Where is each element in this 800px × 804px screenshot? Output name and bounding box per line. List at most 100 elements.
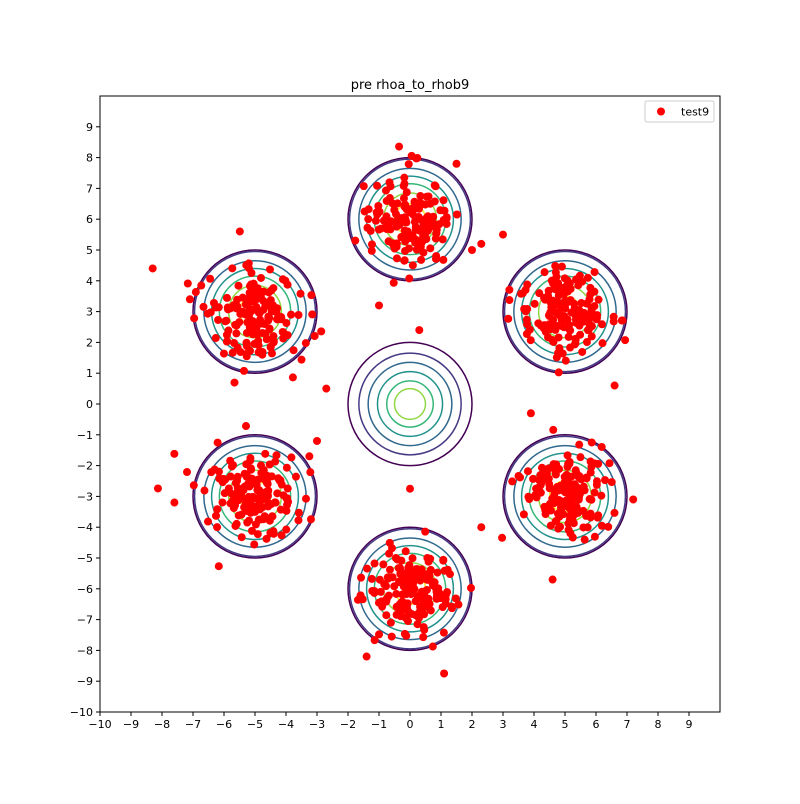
x-tick-label: 9 [686,718,693,731]
data-point [211,511,220,520]
data-point [265,325,274,334]
data-point [587,332,596,341]
data-point [221,317,230,326]
data-point [402,631,411,640]
data-point [426,244,435,253]
data-point [401,229,410,238]
contour-line [376,370,444,438]
data-point [242,352,251,361]
data-point [256,273,265,282]
x-tick-label: −1 [371,718,387,731]
x-tick-label: 6 [593,718,600,731]
data-point [583,273,592,282]
data-point [551,467,560,476]
data-point [258,350,267,359]
data-point [279,334,288,343]
data-point [396,612,405,621]
data-point [253,530,262,539]
data-point [414,201,423,210]
data-point [400,173,409,182]
data-point [554,524,563,533]
data-point [252,324,261,333]
data-point [267,472,276,481]
x-tick-label: 7 [624,718,631,731]
data-point [468,246,476,254]
data-point [278,327,287,336]
legend-marker-test9 [657,107,665,116]
data-point [572,275,581,284]
data-point [317,327,326,336]
data-point [381,215,390,224]
data-point [578,311,587,320]
data-point [233,295,242,304]
data-point [413,565,422,574]
data-point [230,339,239,348]
data-point [467,583,476,592]
data-point [261,301,270,310]
data-point [357,573,366,582]
data-point [256,515,265,524]
data-point [547,506,556,515]
data-point [370,587,379,596]
data-point [399,194,408,203]
data-point [566,343,575,352]
data-point [200,486,209,495]
data-point [218,498,227,507]
data-point [250,540,259,549]
data-point [561,356,570,365]
x-tick-label: −6 [216,718,232,731]
data-point [548,575,557,584]
data-point [535,289,544,298]
data-point [566,296,575,305]
y-tick-label: −1 [77,429,93,442]
contour-line [203,260,307,364]
contour-line [503,250,627,373]
data-point [370,636,379,645]
data-point [523,467,532,476]
data-point [477,523,486,532]
data-point [386,618,395,627]
data-point [548,304,557,313]
x-tick-label: −10 [88,718,111,731]
data-point [402,573,411,582]
data-point [390,244,399,253]
data-point [401,547,410,556]
data-point [382,582,391,591]
legend-box [644,100,715,123]
data-point [306,468,315,477]
data-point [607,478,616,487]
data-point [536,321,545,330]
data-point [562,495,571,504]
data-point [239,366,248,375]
data-point [267,307,276,316]
data-point [541,295,550,304]
data-point [401,246,410,255]
data-point [580,486,589,495]
data-point [409,579,418,588]
data-point [391,210,400,219]
data-point [310,331,319,340]
data-point [590,488,599,497]
contour-line [358,167,462,271]
data-point [406,484,414,493]
data-point [228,264,237,273]
data-point [268,301,277,310]
contour-line [367,361,453,447]
data-point [376,587,385,596]
data-point [415,326,424,335]
y-tick-label: 3 [86,306,93,319]
data-point [402,205,411,214]
data-point [170,449,179,458]
data-point [228,348,237,357]
data-point [508,477,517,486]
data-point [272,451,281,460]
data-point [204,517,213,526]
data-point [227,489,236,498]
data-point [256,461,265,470]
data-point [568,533,577,542]
data-point [402,603,411,612]
data-point [412,235,421,244]
data-point [153,484,162,493]
data-point [294,310,303,319]
